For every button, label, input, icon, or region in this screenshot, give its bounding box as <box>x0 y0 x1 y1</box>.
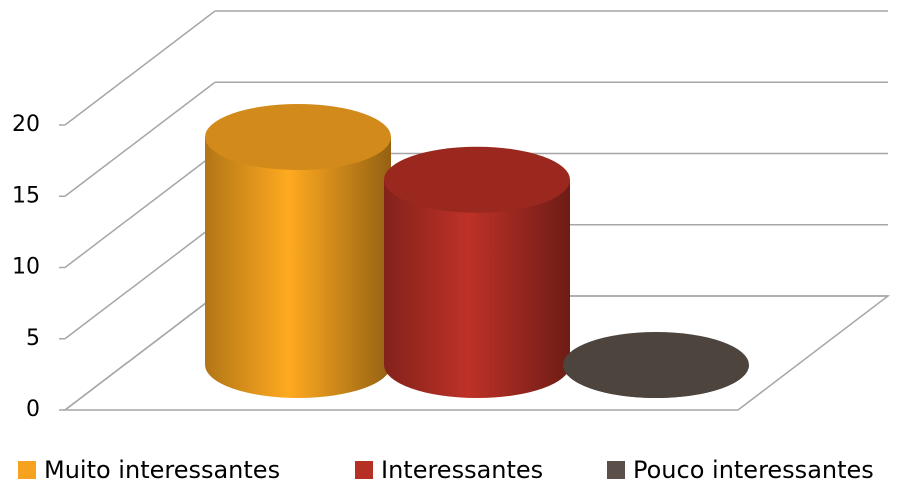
legend-swatch <box>355 461 373 479</box>
grid-line <box>64 10 216 126</box>
y-tick-label: 20 <box>12 112 40 137</box>
y-tick-label: 10 <box>12 255 40 280</box>
cylinder-body <box>384 179 570 398</box>
cylinder-body <box>205 137 391 398</box>
legend-label: Muito interessantes <box>44 456 280 484</box>
y-tick-label: 0 <box>26 397 40 422</box>
cylinder <box>384 146 570 398</box>
legend-label: Pouco interessantes <box>633 456 874 484</box>
y-tick-label: 15 <box>12 183 40 208</box>
legend-label: Interessantes <box>381 456 543 484</box>
cylinder-top <box>563 332 749 398</box>
grid-line <box>64 295 216 411</box>
grid-line <box>64 81 216 197</box>
cylinder <box>205 104 391 398</box>
cylinder <box>563 332 749 398</box>
grid-line <box>64 152 216 269</box>
cylinder-top <box>205 104 391 170</box>
legend-swatch <box>607 461 625 479</box>
y-tick-label: 5 <box>26 326 40 351</box>
legend-swatch <box>18 461 36 479</box>
cylinder-top <box>384 146 570 213</box>
grid-line <box>64 224 216 340</box>
